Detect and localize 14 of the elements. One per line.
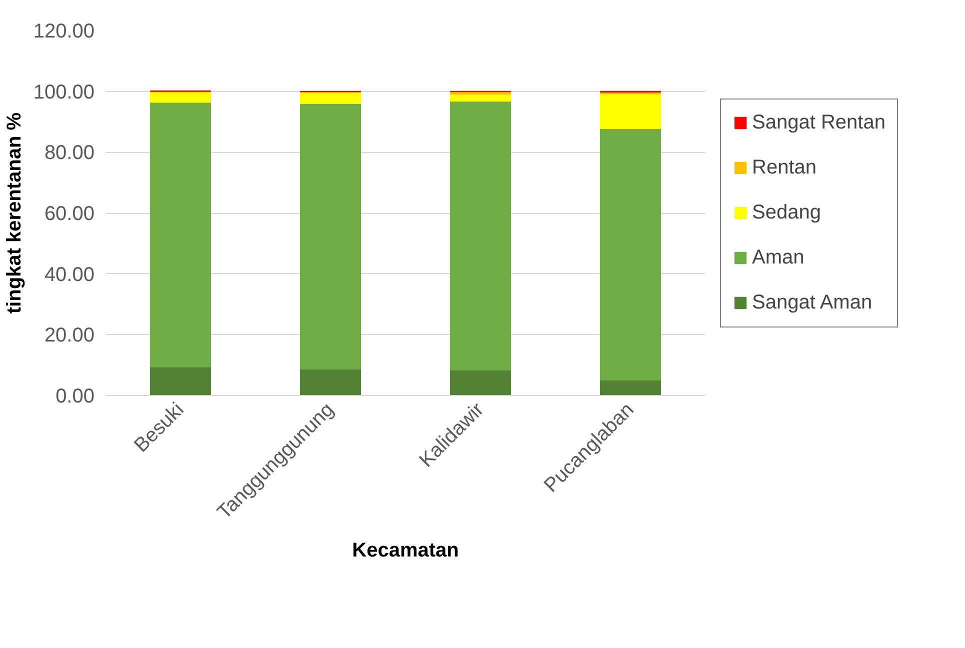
legend-label: Aman: [752, 246, 804, 269]
legend-label: Sedang: [752, 201, 821, 224]
x-axis-title: Kecamatan: [352, 539, 459, 562]
y-tick-label: 0.00: [56, 386, 95, 408]
legend-label: Rentan: [752, 156, 816, 179]
y-axis-title: tingkat kerentanan %: [3, 112, 26, 314]
y-tick-label: 40.00: [44, 264, 95, 286]
legend-label: Sangat Rentan: [752, 111, 886, 134]
y-tick-label: 120.00: [33, 20, 94, 42]
legend-label: Sangat Aman: [752, 291, 872, 314]
y-tick-label: 20.00: [44, 324, 95, 347]
y-tick-label: 60.00: [44, 203, 95, 225]
y-tick-label: 100.00: [33, 81, 94, 104]
y-tick-label: 80.00: [44, 142, 95, 164]
